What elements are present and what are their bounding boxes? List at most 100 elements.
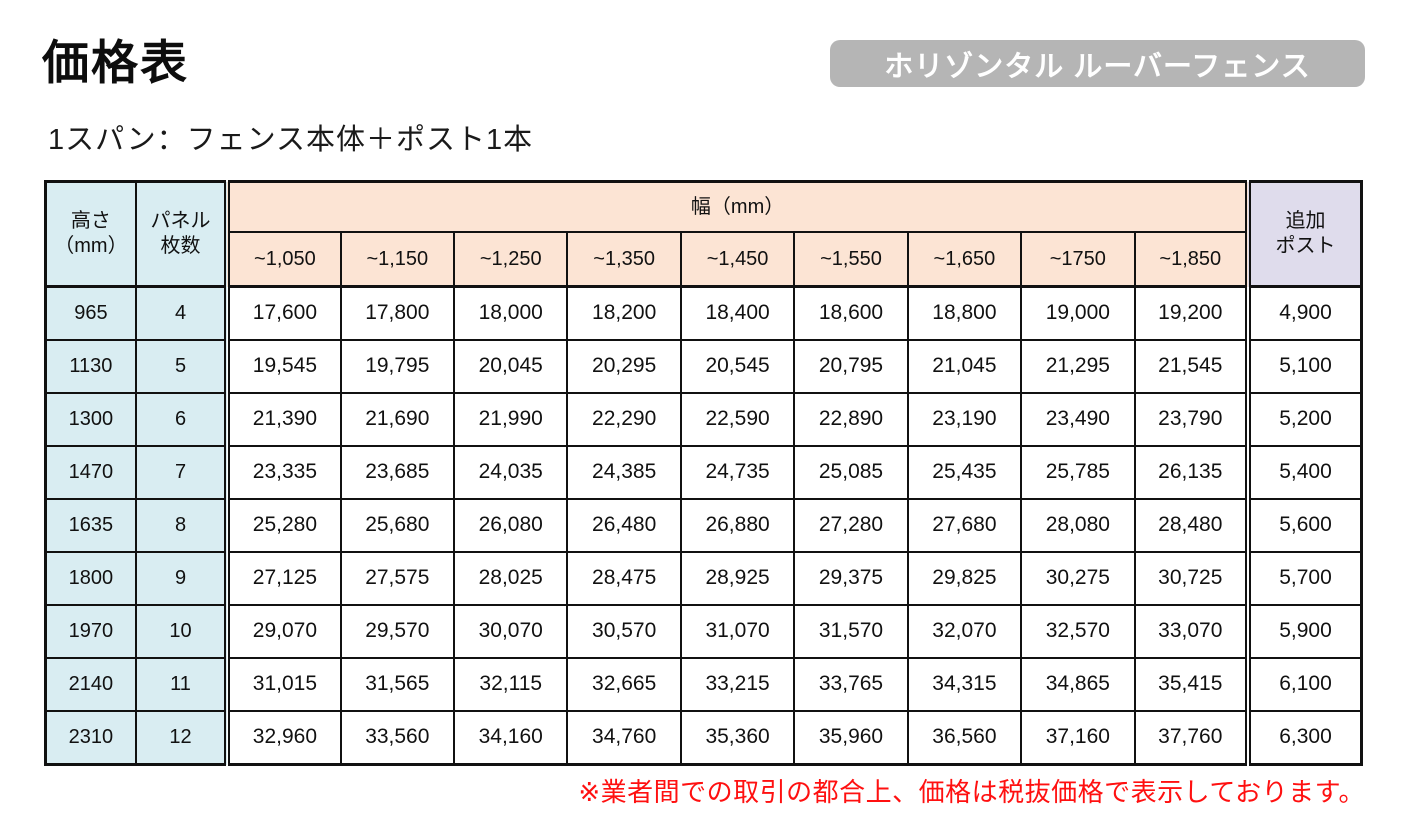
extra-post-price-cell: 5,700 — [1245, 551, 1363, 606]
price-cell: 22,590 — [679, 392, 796, 447]
price-cell: 31,070 — [679, 604, 796, 659]
price-cell: 33,070 — [1133, 604, 1250, 659]
price-cell: 25,680 — [339, 498, 456, 553]
price-table-row: 1130 5 19,545 19,795 20,045 20,295 20,545 20,79… — [44, 339, 1363, 394]
price-cell: 31,565 — [339, 657, 456, 712]
height-value-cell: 1800 — [44, 551, 137, 606]
price-cell: 19,545 — [224, 339, 342, 394]
price-cell: 23,190 — [906, 392, 1023, 447]
extra-post-column-header: 追加 ポスト — [1245, 180, 1363, 288]
price-cell: 35,415 — [1133, 657, 1250, 712]
price-cell: 25,085 — [793, 445, 909, 500]
panel-count-cell: 9 — [134, 551, 229, 606]
price-cell: 27,680 — [906, 498, 1023, 553]
extra-post-price-cell: 5,200 — [1245, 392, 1363, 447]
price-cell: 30,725 — [1133, 551, 1250, 606]
extra-post-price-cell: 6,300 — [1245, 710, 1363, 766]
height-value-cell: 1970 — [44, 604, 137, 659]
price-cell: 24,035 — [453, 445, 569, 500]
width-col-header: ~1,150 — [339, 231, 456, 288]
width-col-header: ~1,450 — [679, 231, 796, 288]
height-value-cell: 1635 — [44, 498, 137, 553]
price-cell: 35,960 — [793, 710, 909, 766]
price-cell: 33,560 — [339, 710, 456, 766]
price-cell: 31,015 — [224, 657, 342, 712]
price-cell: 32,960 — [224, 710, 342, 766]
width-band-header: 幅（mm） — [224, 180, 1250, 233]
price-cell: 34,760 — [566, 710, 682, 766]
price-cell: 20,295 — [566, 339, 682, 394]
extra-post-price-cell: 5,400 — [1245, 445, 1363, 500]
height-value-cell: 1130 — [44, 339, 137, 394]
price-cell: 19,795 — [339, 339, 456, 394]
price-cell: 37,160 — [1020, 710, 1136, 766]
price-table-row: 2140 11 31,015 31,565 32,115 32,665 33,215 33,7… — [44, 657, 1363, 712]
panel-count-cell: 5 — [134, 339, 229, 394]
price-table-body: 965 4 17,600 17,800 18,000 18,200 18,400 18,600… — [44, 285, 1363, 766]
panel-count-cell: 10 — [134, 604, 229, 659]
price-cell: 17,600 — [224, 285, 342, 341]
extra-post-price-cell: 5,900 — [1245, 604, 1363, 659]
price-cell: 26,135 — [1133, 445, 1250, 500]
price-cell: 37,760 — [1133, 710, 1250, 766]
price-cell: 20,045 — [453, 339, 569, 394]
product-name-label: ホリゾンタル ルーバーフェンス — [884, 50, 1311, 83]
price-cell: 32,570 — [1020, 604, 1136, 659]
page-title: 価格表 — [42, 36, 189, 89]
price-cell: 29,570 — [339, 604, 456, 659]
panel-count-cell: 7 — [134, 445, 229, 500]
extra-post-price-cell: 5,600 — [1245, 498, 1363, 553]
extra-post-price-cell: 4,900 — [1245, 285, 1363, 341]
price-cell: 29,070 — [224, 604, 342, 659]
price-cell: 30,570 — [566, 604, 682, 659]
height-column-header: 高さ （mm） — [44, 180, 137, 288]
price-cell: 23,790 — [1133, 392, 1250, 447]
price-cell: 34,865 — [1020, 657, 1136, 712]
price-cell: 22,290 — [566, 392, 682, 447]
panel-count-cell: 8 — [134, 498, 229, 553]
price-cell: 19,000 — [1020, 285, 1136, 341]
price-cell: 23,490 — [1020, 392, 1136, 447]
price-cell: 24,385 — [566, 445, 682, 500]
price-table-row: 1470 7 23,335 23,685 24,035 24,385 24,735 25,08… — [44, 445, 1363, 500]
price-cell: 32,070 — [906, 604, 1023, 659]
width-col-header: ~1,550 — [793, 231, 909, 288]
price-cell: 35,360 — [679, 710, 796, 766]
price-cell: 18,600 — [793, 285, 909, 341]
price-cell: 25,280 — [224, 498, 342, 553]
price-cell: 33,765 — [793, 657, 909, 712]
price-cell: 25,785 — [1020, 445, 1136, 500]
panel-count-column-header: パネル 枚数 — [134, 180, 229, 288]
price-cell: 18,800 — [906, 285, 1023, 341]
price-table-row: 1635 8 25,280 25,680 26,080 26,480 26,880 27,28… — [44, 498, 1363, 553]
height-value-cell: 2310 — [44, 710, 137, 766]
price-cell: 28,475 — [566, 551, 682, 606]
price-cell: 17,800 — [339, 285, 456, 341]
width-col-header: ~1,250 — [453, 231, 569, 288]
price-cell: 27,280 — [793, 498, 909, 553]
price-cell: 29,375 — [793, 551, 909, 606]
price-cell: 21,545 — [1133, 339, 1250, 394]
price-cell: 27,575 — [339, 551, 456, 606]
price-cell: 32,115 — [453, 657, 569, 712]
price-cell: 21,690 — [339, 392, 456, 447]
price-cell: 26,880 — [679, 498, 796, 553]
price-cell: 31,570 — [793, 604, 909, 659]
price-cell: 32,665 — [566, 657, 682, 712]
width-col-header: ~1,350 — [566, 231, 682, 288]
price-cell: 26,080 — [453, 498, 569, 553]
panel-count-cell: 4 — [134, 285, 229, 341]
price-cell: 28,925 — [679, 551, 796, 606]
width-subheader-row: ~1,050 ~1,150 ~1,250 ~1,350 ~1,450 ~1,550 ~1,6… — [46, 231, 1362, 288]
height-value-cell: 1300 — [44, 392, 137, 447]
tax-note: ※業者間での取引の都合上、価格は税抜価格で表示しております。 — [578, 777, 1365, 807]
price-cell: 21,045 — [906, 339, 1023, 394]
width-col-header: ~1,650 — [906, 231, 1023, 288]
price-cell: 28,025 — [453, 551, 569, 606]
price-cell: 18,200 — [566, 285, 682, 341]
width-col-header: ~1,050 — [224, 231, 342, 288]
height-value-cell: 965 — [44, 285, 137, 341]
width-col-header: ~1750 — [1020, 231, 1136, 288]
price-cell: 20,795 — [793, 339, 909, 394]
price-cell: 18,400 — [679, 285, 796, 341]
